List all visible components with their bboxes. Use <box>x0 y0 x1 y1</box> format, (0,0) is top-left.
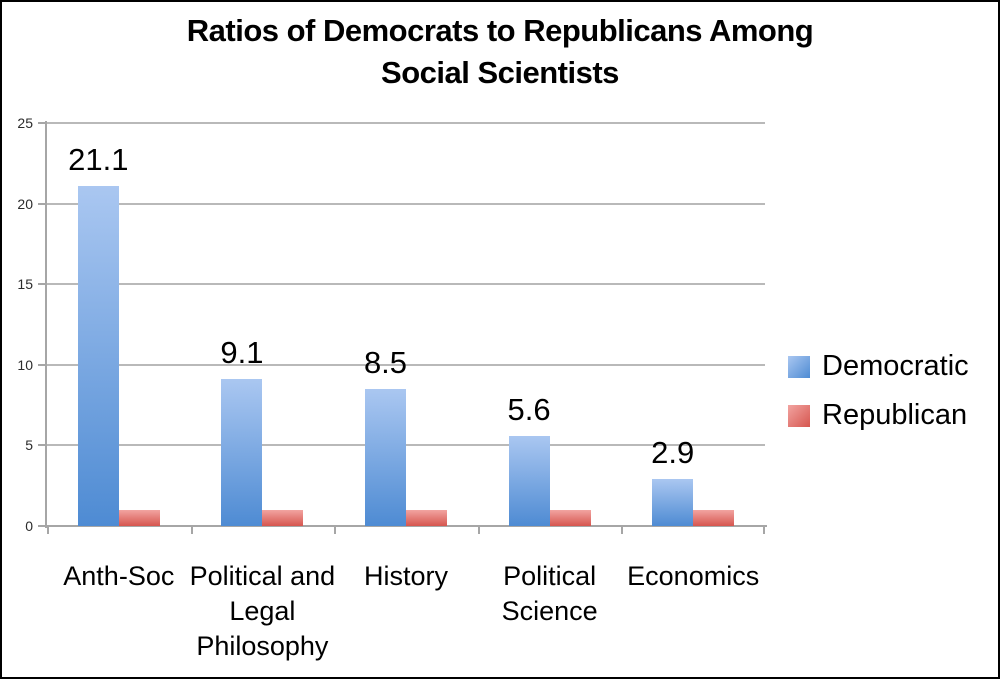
x-axis-labels: Anth-Soc Political and Legal Philosophy Hi… <box>47 559 765 669</box>
y-axis-tick <box>38 122 45 124</box>
y-axis-tick <box>38 363 45 366</box>
bar-democratic <box>77 185 119 526</box>
y-axis-tick-label: 20 <box>17 195 33 212</box>
bar-democratic <box>508 435 550 526</box>
value-label: 8.5 <box>363 344 408 380</box>
category-boundary-tick <box>477 526 480 534</box>
bar-democratic <box>221 379 263 526</box>
y-axis-tick <box>38 444 45 447</box>
legend-item-democratic: Democratic <box>788 350 969 383</box>
bar-republican <box>549 509 591 526</box>
x-axis-label: Anth-Soc <box>63 561 175 591</box>
y-axis-tick-label: 15 <box>17 276 33 293</box>
y-axis: 0 5 10 15 20 25 <box>2 115 45 534</box>
value-label: 5.6 <box>507 391 551 427</box>
y-axis-tick-label: 25 <box>17 115 33 131</box>
y-axis-tick <box>38 525 45 527</box>
value-label: 21.1 <box>68 141 129 177</box>
bar-republican <box>693 509 735 526</box>
y-axis-tick-label: 0 <box>25 518 33 534</box>
plot-area: 21.1 9.1 8.5 5.6 2.9 <box>47 122 765 534</box>
gridline <box>47 444 765 447</box>
legend-label-democratic: Democratic <box>822 350 969 382</box>
x-axis-label: Economics <box>627 561 760 591</box>
bar-democratic <box>652 479 694 526</box>
chart-title-line-2: Social Scientists <box>381 55 619 90</box>
value-label: 2.9 <box>651 435 695 471</box>
y-axis-tick <box>38 283 45 286</box>
x-axis-label: History <box>363 561 448 591</box>
y-axis-tick-label: 5 <box>25 437 33 454</box>
legend-item-republican: Republican <box>788 399 969 432</box>
gridline <box>47 202 765 205</box>
legend: Democratic Republican <box>788 350 969 448</box>
chart-title-line-1: Ratios of Democrats to Republicans Among <box>186 13 814 48</box>
legend-label-republican: Republican <box>822 399 968 431</box>
bar-democratic <box>365 388 406 526</box>
bar-republican <box>406 509 447 526</box>
y-axis-tick-label: 10 <box>17 356 33 373</box>
bar-republican <box>262 509 304 526</box>
y-axis-line <box>45 121 47 528</box>
category-boundary-tick <box>621 526 624 534</box>
legend-swatch-democratic-icon <box>788 355 810 378</box>
category-boundary-tick <box>763 526 765 534</box>
x-axis-label: Political and Legal Philosophy <box>189 561 336 661</box>
value-label: 9.1 <box>220 335 264 371</box>
gridline <box>47 283 765 286</box>
x-axis-line <box>45 525 767 527</box>
x-axis-label: Political Science <box>501 561 598 626</box>
gridline <box>47 363 765 366</box>
category-boundary-tick <box>190 526 193 534</box>
category-boundary-tick <box>47 526 49 534</box>
y-axis-tick <box>38 202 45 205</box>
legend-swatch-republican-icon <box>788 404 810 427</box>
gridline <box>47 122 765 124</box>
bar-republican <box>118 509 160 526</box>
chart-title: Ratios of Democrats to Republicans Among… <box>2 10 998 94</box>
category-boundary-tick <box>334 526 337 534</box>
